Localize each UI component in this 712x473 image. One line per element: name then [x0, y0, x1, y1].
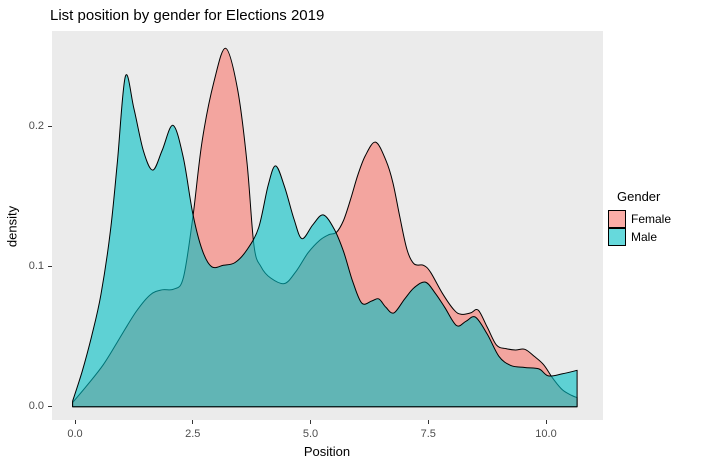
legend-key-male-swatch	[608, 228, 626, 246]
legend: Gender Female Male	[600, 189, 708, 246]
legend-key-female-swatch	[608, 210, 626, 228]
y-tick-mark	[48, 406, 52, 408]
legend-key-female-fill	[609, 211, 625, 227]
y-tick-label: 0.0	[28, 400, 44, 413]
y-tick-label: 0.2	[28, 120, 44, 133]
legend-title: Gender	[617, 189, 661, 204]
legend-key-male-fill	[609, 229, 625, 245]
legend-label-male: Male	[631, 230, 658, 244]
legend-label-female: Female	[631, 212, 672, 226]
density-area-male	[72, 74, 578, 408]
x-axis-title: Position	[303, 444, 351, 459]
y-tick-mark	[48, 266, 52, 268]
plot-panel	[52, 31, 603, 420]
plot-title: List position by gender for Elections 20…	[50, 7, 325, 24]
x-tick-label: 10.0	[535, 428, 557, 440]
x-tick-mark	[310, 420, 311, 424]
x-tick-mark	[545, 420, 547, 424]
legend-item-female: Female	[608, 210, 708, 228]
x-tick-label: 0.0	[67, 428, 83, 440]
x-tick-label: 5.0	[302, 428, 319, 440]
y-axis-title: density	[4, 205, 20, 248]
x-tick-mark	[427, 420, 429, 424]
density-chart-canvas	[72, 47, 578, 408]
y-tick-mark	[48, 126, 52, 128]
x-tick-label: 2.5	[185, 428, 201, 440]
y-tick-label: 0.1	[28, 260, 44, 273]
x-tick-mark	[192, 420, 194, 424]
legend-item-male: Male	[608, 228, 708, 246]
x-tick-mark	[74, 420, 76, 424]
x-tick-label: 7.5	[420, 428, 436, 440]
